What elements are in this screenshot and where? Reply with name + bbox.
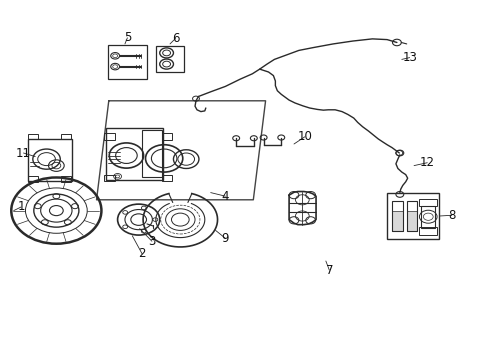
Bar — [156, 46, 184, 72]
Bar — [61, 176, 71, 182]
Bar — [407, 211, 417, 231]
Bar — [162, 133, 172, 140]
Text: 4: 4 — [221, 190, 229, 203]
Text: 7: 7 — [325, 264, 333, 276]
Bar — [28, 139, 72, 181]
Text: 8: 8 — [448, 209, 456, 222]
Text: 6: 6 — [172, 32, 179, 45]
Bar — [28, 134, 38, 139]
Text: 9: 9 — [221, 232, 229, 245]
Bar — [421, 206, 435, 228]
Bar — [162, 175, 172, 181]
Text: 10: 10 — [297, 130, 312, 143]
Text: 11: 11 — [16, 147, 31, 159]
Bar — [392, 201, 403, 231]
Text: 12: 12 — [420, 156, 435, 169]
Bar — [108, 45, 147, 79]
Bar — [387, 193, 439, 239]
Bar — [61, 134, 71, 139]
Text: 13: 13 — [402, 51, 417, 64]
Text: 2: 2 — [138, 247, 146, 260]
Bar — [142, 130, 162, 177]
Bar — [28, 176, 38, 182]
Bar — [419, 227, 437, 235]
Bar — [419, 199, 437, 206]
Bar — [106, 128, 163, 180]
Bar — [392, 211, 403, 231]
Bar — [104, 133, 115, 140]
Text: 5: 5 — [123, 31, 131, 44]
Bar — [104, 175, 115, 181]
Text: 1: 1 — [17, 201, 25, 213]
Bar — [407, 201, 417, 231]
Text: 3: 3 — [148, 235, 156, 248]
